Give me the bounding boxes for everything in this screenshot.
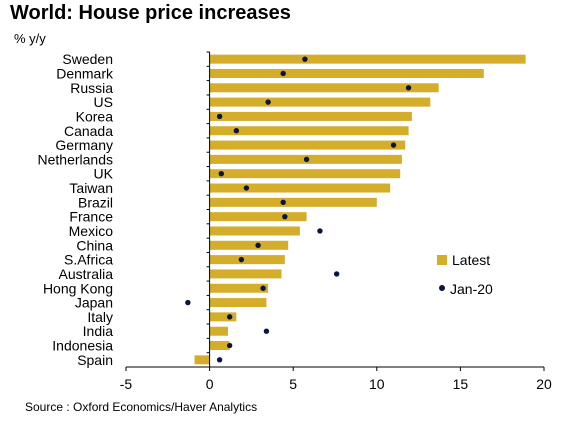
category-label: US bbox=[94, 94, 113, 110]
bar-latest bbox=[209, 169, 401, 179]
marker-jan20 bbox=[265, 99, 271, 105]
x-tick-label: 20 bbox=[536, 376, 552, 392]
x-tick-label: 10 bbox=[369, 376, 385, 392]
bar-latest bbox=[209, 68, 484, 78]
markers-group bbox=[185, 56, 412, 363]
bar-latest bbox=[209, 111, 412, 121]
marker-jan20 bbox=[405, 85, 412, 91]
category-label: Mexico bbox=[69, 223, 114, 239]
x-tick-label: -5 bbox=[120, 376, 133, 392]
marker-jan20 bbox=[243, 185, 250, 191]
bar-latest bbox=[209, 298, 267, 308]
marker-jan20 bbox=[185, 299, 191, 306]
bar-latest bbox=[209, 240, 289, 250]
x-tick-label: 5 bbox=[289, 376, 297, 392]
category-label: Canada bbox=[64, 123, 113, 139]
category-label: India bbox=[83, 323, 114, 339]
category-label: Australia bbox=[59, 266, 114, 282]
category-label: Netherlands bbox=[38, 151, 114, 167]
marker-jan20 bbox=[263, 328, 270, 334]
category-label: Korea bbox=[76, 108, 114, 124]
bar-latest bbox=[209, 197, 377, 207]
marker-jan20 bbox=[390, 142, 397, 148]
bar-latest bbox=[209, 269, 282, 279]
axes-group bbox=[125, 51, 545, 371]
category-label: Denmark bbox=[56, 65, 114, 81]
bar-latest bbox=[209, 255, 285, 265]
x-tick-label: 15 bbox=[453, 376, 469, 392]
marker-jan20 bbox=[216, 357, 223, 363]
category-label: China bbox=[76, 237, 113, 253]
marker-jan20 bbox=[282, 213, 288, 220]
bar-latest bbox=[209, 140, 406, 150]
bar-latest bbox=[209, 226, 300, 236]
marker-jan20 bbox=[238, 256, 245, 263]
category-labels-group: SwedenDenmarkRussiaUSKoreaCanadaGermanyN… bbox=[38, 51, 114, 368]
bar-latest bbox=[209, 126, 409, 136]
marker-jan20 bbox=[280, 199, 286, 206]
marker-jan20 bbox=[302, 56, 308, 62]
marker-jan20 bbox=[255, 242, 261, 248]
bar-latest bbox=[209, 97, 431, 107]
marker-jan20 bbox=[280, 70, 286, 77]
marker-jan20 bbox=[260, 285, 266, 291]
marker-jan20 bbox=[218, 171, 225, 177]
bars-group bbox=[194, 54, 526, 365]
legend-latest-label: Latest bbox=[452, 252, 490, 268]
bar-latest bbox=[209, 83, 439, 93]
category-label: Spain bbox=[77, 352, 113, 368]
marker-jan20 bbox=[233, 128, 240, 134]
x-tick-label: 0 bbox=[206, 376, 214, 392]
category-label: Japan bbox=[75, 295, 113, 311]
marker-jan20 bbox=[226, 314, 233, 320]
category-label: Germany bbox=[55, 137, 113, 153]
category-label: Russia bbox=[70, 80, 113, 96]
bar-latest bbox=[209, 283, 269, 293]
bar-latest bbox=[209, 212, 307, 222]
marker-jan20 bbox=[226, 342, 233, 349]
category-label: UK bbox=[94, 166, 114, 182]
marker-jan20 bbox=[317, 228, 323, 234]
category-label: Hong Kong bbox=[43, 280, 113, 296]
legend-jan20-swatch bbox=[439, 285, 445, 291]
marker-jan20 bbox=[333, 271, 340, 277]
bar-latest bbox=[209, 326, 228, 336]
legend-jan20-label: Jan-20 bbox=[450, 281, 493, 297]
category-label: Sweden bbox=[62, 51, 113, 67]
x-tick-labels-group: -5 0 5 10 15 20 bbox=[120, 376, 552, 392]
bar-latest bbox=[209, 312, 237, 322]
bar-latest bbox=[209, 183, 391, 193]
bar-latest bbox=[209, 341, 230, 351]
source-note: Source : Oxford Economics/Haver Analytic… bbox=[25, 400, 258, 414]
category-label: Taiwan bbox=[69, 180, 113, 196]
bar-latest bbox=[194, 355, 210, 365]
category-label: Italy bbox=[87, 309, 113, 325]
category-label: S.Africa bbox=[64, 252, 113, 268]
category-label: Brazil bbox=[78, 194, 113, 210]
chart-title: World: House price increases bbox=[10, 2, 291, 24]
legend: Latest Jan-20 bbox=[437, 252, 493, 297]
bar-latest bbox=[209, 54, 526, 64]
units-label: % y/y bbox=[14, 31, 46, 46]
marker-jan20 bbox=[303, 156, 310, 163]
category-label: Indonesia bbox=[52, 338, 113, 354]
category-label: France bbox=[69, 209, 113, 225]
legend-latest-swatch bbox=[437, 255, 447, 265]
marker-jan20 bbox=[216, 113, 223, 120]
